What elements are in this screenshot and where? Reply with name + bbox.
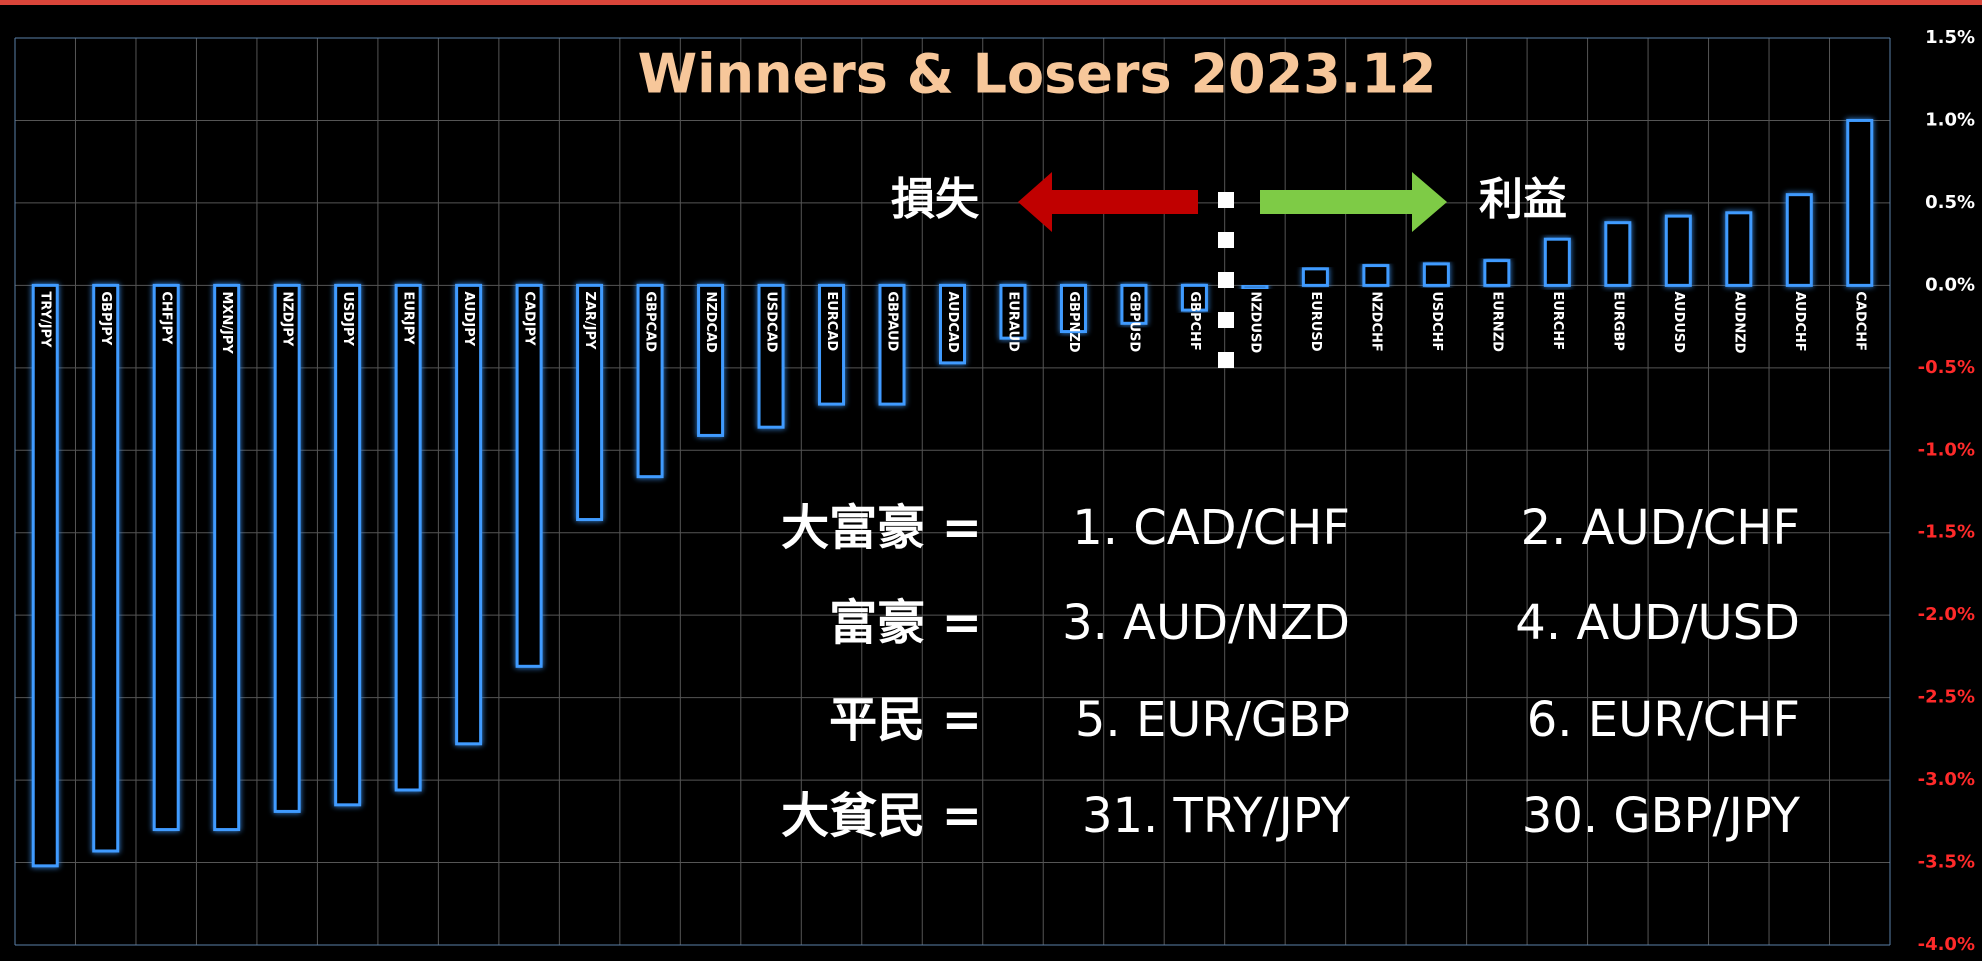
category-label: AUDCAD bbox=[945, 291, 960, 353]
y-tick-label: -3.0% bbox=[1918, 769, 1975, 790]
category-label: AUDNZD bbox=[1731, 291, 1746, 353]
bars bbox=[31, 118, 1874, 868]
rank-first: 31. TRY/JPY bbox=[1082, 788, 1351, 844]
rank-group: 大貧民 = bbox=[781, 788, 982, 844]
category-label: NZDUSD bbox=[1247, 291, 1262, 353]
bar bbox=[1785, 193, 1813, 287]
bar bbox=[697, 283, 725, 437]
category-label: EURJPY bbox=[401, 291, 416, 345]
category-label: EURGBP bbox=[1610, 291, 1625, 351]
bar bbox=[1180, 283, 1208, 312]
gain-arrow bbox=[1260, 172, 1447, 232]
category-label: EURNZD bbox=[1489, 291, 1504, 352]
top-border bbox=[0, 0, 1982, 5]
category-label: EURAUD bbox=[1005, 291, 1020, 352]
bar bbox=[1846, 118, 1874, 287]
grid bbox=[14, 37, 1891, 946]
y-tick-label: 0.5% bbox=[1925, 192, 1975, 213]
category-label: AUDUSD bbox=[1671, 291, 1686, 353]
bar bbox=[1362, 264, 1390, 287]
bar bbox=[92, 283, 120, 853]
category-label: USDCAD bbox=[764, 291, 779, 352]
gain-label: 利益 bbox=[1479, 174, 1567, 225]
bar bbox=[757, 283, 785, 429]
bar bbox=[273, 283, 301, 813]
category-label: EURUSD bbox=[1308, 291, 1323, 351]
bar bbox=[1664, 214, 1692, 287]
bar bbox=[334, 283, 362, 807]
category-label: USDCHF bbox=[1429, 291, 1444, 351]
bar bbox=[515, 283, 543, 668]
bar bbox=[1604, 221, 1632, 287]
category-label: NZDCAD bbox=[703, 291, 718, 353]
rank-second: 30. GBP/JPY bbox=[1522, 788, 1801, 844]
y-tick-label: -1.0% bbox=[1918, 439, 1975, 460]
bar bbox=[1483, 259, 1511, 287]
bar bbox=[1422, 262, 1450, 287]
category-label: EURCHF bbox=[1550, 291, 1565, 350]
bar bbox=[1120, 283, 1148, 325]
rank-first: 3. AUD/NZD bbox=[1062, 595, 1350, 651]
bar bbox=[999, 283, 1027, 340]
category-label: ZAR/JPY bbox=[582, 291, 597, 350]
y-tick-label: -2.5% bbox=[1918, 687, 1975, 708]
category-label: GBPCAD bbox=[643, 291, 658, 352]
rank-second: 6. EUR/CHF bbox=[1527, 692, 1800, 748]
category-label: CADJPY bbox=[522, 291, 537, 346]
category-label: MXN/JPY bbox=[219, 291, 234, 354]
category-label: AUDJPY bbox=[461, 291, 476, 346]
rank-second: 4. AUD/USD bbox=[1515, 595, 1800, 651]
bar bbox=[576, 283, 604, 522]
bar bbox=[878, 283, 906, 406]
rank-group: 富豪 = bbox=[829, 595, 982, 651]
y-tick-label: -2.0% bbox=[1918, 604, 1975, 625]
category-label: NZDCHF bbox=[1368, 291, 1383, 351]
chart-title: Winners & Losers 2023.12 bbox=[638, 43, 1437, 106]
bar bbox=[152, 283, 180, 832]
divider bbox=[1218, 192, 1234, 368]
bar bbox=[636, 283, 664, 479]
y-tick-label: -0.5% bbox=[1918, 357, 1975, 378]
category-label: GBPNZD bbox=[1066, 291, 1081, 352]
bar bbox=[1059, 283, 1087, 334]
bar bbox=[1301, 267, 1329, 287]
bar bbox=[1543, 237, 1571, 287]
category-label: EURCAD bbox=[824, 291, 839, 351]
y-tick-label: 1.5% bbox=[1925, 27, 1975, 48]
y-tick-label: -4.0% bbox=[1918, 934, 1975, 955]
loss-label: 損失 bbox=[891, 174, 980, 225]
bar bbox=[213, 283, 241, 832]
bar bbox=[394, 283, 422, 792]
category-label: CADCHF bbox=[1852, 291, 1867, 351]
loss-arrow bbox=[1018, 172, 1198, 232]
category-label: AUDCHF bbox=[1792, 291, 1807, 351]
y-tick-label: -3.5% bbox=[1918, 852, 1975, 873]
category-label: NZDJPY bbox=[280, 291, 295, 346]
category-label: GBPAUD bbox=[885, 291, 900, 351]
bar bbox=[455, 283, 483, 746]
y-tick-label: 1.0% bbox=[1925, 109, 1975, 130]
y-tick-label: 0.0% bbox=[1925, 274, 1975, 295]
rank-first: 5. EUR/GBP bbox=[1075, 692, 1350, 748]
bar bbox=[939, 283, 966, 365]
bar bbox=[31, 283, 59, 868]
direction-indicator: 損失 利益 bbox=[891, 172, 1567, 368]
rank-first: 1. CAD/CHF bbox=[1072, 500, 1350, 556]
bar bbox=[818, 283, 846, 406]
category-label: GBPUSD bbox=[1126, 291, 1141, 352]
category-label: USDJPY bbox=[340, 291, 355, 346]
y-tick-label: -1.5% bbox=[1918, 522, 1975, 543]
bar bbox=[1241, 283, 1269, 291]
ranking: 大富豪 = 1. CAD/CHF 2. AUD/CHF 富豪 = 3. AUD/NZD 4… bbox=[781, 500, 1801, 844]
category-label: GBPCHF bbox=[1187, 291, 1202, 350]
bar bbox=[1725, 211, 1753, 287]
category-label: GBPJPY bbox=[98, 291, 113, 345]
rank-second: 2. AUD/CHF bbox=[1521, 500, 1800, 556]
category-label: CHFJPY bbox=[159, 291, 174, 345]
rank-group: 大富豪 = bbox=[781, 500, 982, 556]
rank-group: 平民 = bbox=[829, 692, 982, 748]
category-label: TRY/JPY bbox=[38, 291, 53, 348]
